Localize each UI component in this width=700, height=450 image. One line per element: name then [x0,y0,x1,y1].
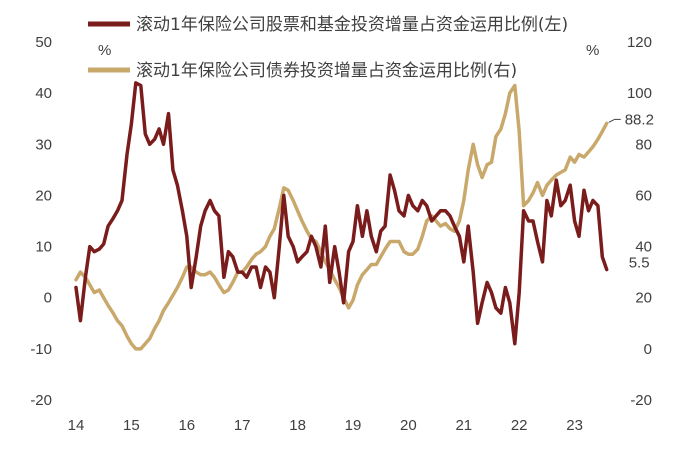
right-y-axis: 120 100 80 60 40 20 0 -20 [627,34,652,409]
left-tick-label: 40 [35,85,52,102]
right-tick-label: 100 [627,85,652,102]
x-tick-label: 20 [400,417,417,434]
x-tick-label: 14 [68,417,85,434]
left-axis-unit: % [98,42,111,59]
x-tick-label: 23 [566,417,583,434]
right-tick-label: -20 [630,392,652,409]
legend-label-equity-fund: 滚动1年保险公司股票和基金投资增量占资金运用比例(左) [136,15,568,35]
x-tick-label: 22 [511,417,528,434]
left-tick-label: 10 [35,239,52,256]
legend: 滚动1年保险公司股票和基金投资增量占资金运用比例(左) 滚动1年保险公司债券投资… [88,15,568,81]
left-y-axis: 50 40 30 20 10 0 -10 -20 [30,34,52,409]
x-axis: 14 15 16 17 18 19 20 21 22 23 [68,417,583,434]
x-tick-label: 15 [123,417,140,434]
left-tick-label: -10 [30,341,52,358]
end-labels: 5.5 88.2 [608,111,654,272]
end-label-equity-fund: 5.5 [629,255,650,272]
x-tick-label: 18 [289,417,306,434]
left-tick-label: 50 [35,34,52,51]
right-tick-label: 80 [635,136,652,153]
right-tick-label: 0 [644,341,652,358]
right-tick-label: 20 [635,290,652,307]
left-tick-label: 20 [35,187,52,204]
x-tick-label: 16 [178,417,195,434]
right-axis-unit: % [586,42,599,59]
x-tick-label: 21 [455,417,472,434]
right-tick-label: 40 [635,239,652,256]
left-tick-label: 30 [35,136,52,153]
x-tick-label: 19 [345,417,362,434]
end-label-bond: 88.2 [625,111,654,128]
legend-label-bond: 滚动1年保险公司债券投资增量占资金运用比例(右) [136,61,517,81]
left-tick-label: -20 [30,392,52,409]
x-tick-label: 17 [234,417,251,434]
series-line-equity-fund [74,81,609,346]
right-tick-label: 60 [635,187,652,204]
series-lines [74,81,609,351]
left-tick-label: 0 [44,290,52,307]
right-tick-label: 120 [627,34,652,51]
end-label-leader [608,118,621,123]
